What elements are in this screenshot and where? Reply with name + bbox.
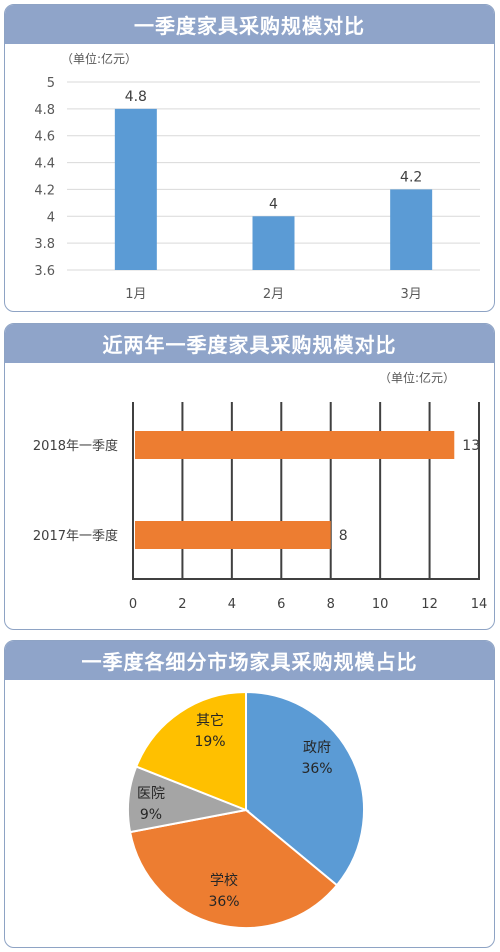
x-tick-label: 2 — [178, 597, 186, 612]
x-tick-label: 8 — [327, 597, 335, 612]
pie-slice — [128, 808, 339, 929]
data-label: 4 — [269, 196, 278, 212]
bar — [114, 108, 157, 270]
monthly-chart-panel: 一季度家具采购规模对比 （单位:亿元） 3.6 3.8 4 4.2 4.4 4.6 4.8 5 4… — [4, 4, 495, 312]
x-tick-label: 1月 — [125, 287, 146, 302]
slice-percent: 19% — [194, 734, 225, 750]
bar — [135, 431, 455, 459]
y-tick-label: 4.8 — [34, 103, 55, 118]
bar — [252, 216, 295, 270]
y-tick-label: 4.6 — [34, 130, 55, 145]
chart-title: 一季度家具采购规模对比 — [5, 5, 494, 44]
data-label: 4.8 — [125, 89, 147, 105]
x-tick-label: 3月 — [401, 287, 422, 302]
x-tick-label: 12 — [421, 597, 438, 612]
data-label: 13 — [462, 438, 480, 454]
data-label: 8 — [339, 528, 348, 544]
data-label: 4.2 — [400, 169, 422, 185]
pie-slice — [134, 690, 247, 812]
y-tick-label: 2018年一季度 — [33, 438, 118, 454]
chart-title: 一季度各细分市场家具采购规模占比 — [5, 641, 494, 680]
x-tick-label: 6 — [277, 597, 285, 612]
bar — [390, 189, 433, 270]
unit-label: （单位:亿元） — [61, 51, 137, 66]
x-tick-label: 4 — [228, 597, 236, 612]
segment-chart-panel: 一季度各细分市场家具采购规模占比 政府 36% 学校 36% 医院 9% 其它 19% — [4, 640, 495, 948]
slice-label: 政府 — [303, 740, 331, 756]
y-tick-label: 4 — [47, 210, 55, 225]
y-tick-label: 4.2 — [34, 183, 55, 198]
slice-percent: 36% — [208, 894, 239, 910]
segment-pie-chart: 政府 36% 学校 36% 医院 9% 其它 19% — [127, 690, 365, 929]
x-tick-label: 0 — [129, 597, 137, 612]
unit-label: （单位:亿元） — [379, 370, 455, 385]
y-tick-label: 4.4 — [34, 157, 55, 172]
pie-slice — [245, 690, 365, 887]
y-tick-label: 3.8 — [34, 237, 55, 252]
y-tick-label: 3.6 — [34, 264, 55, 279]
bar — [135, 521, 331, 549]
x-tick-label: 2月 — [263, 287, 284, 302]
slice-label: 学校 — [210, 872, 238, 889]
x-tick-label: 10 — [372, 597, 389, 612]
chart-title: 近两年一季度家具采购规模对比 — [5, 324, 494, 363]
slice-percent: 9% — [140, 807, 162, 823]
yearly-bar-chart: （单位:亿元） 0 2 4 6 8 10 12 14 13 2018年一季度 8 2017年一季度 — [33, 370, 488, 612]
y-tick-label: 2017年一季度 — [33, 528, 118, 544]
slice-label: 其它 — [196, 712, 224, 729]
yearly-chart-panel: 近两年一季度家具采购规模对比 （单位:亿元） 0 2 4 6 8 10 12 14 13 2018年… — [4, 323, 495, 630]
monthly-bar-chart: （单位:亿元） 3.6 3.8 4 4.2 4.4 4.6 4.8 5 4.8 1月 4 2月 4.2 3月 — [34, 51, 480, 302]
slice-label: 医院 — [137, 786, 165, 802]
x-tick-label: 14 — [471, 597, 488, 612]
y-tick-label: 5 — [47, 76, 55, 91]
slice-percent: 36% — [301, 761, 332, 777]
